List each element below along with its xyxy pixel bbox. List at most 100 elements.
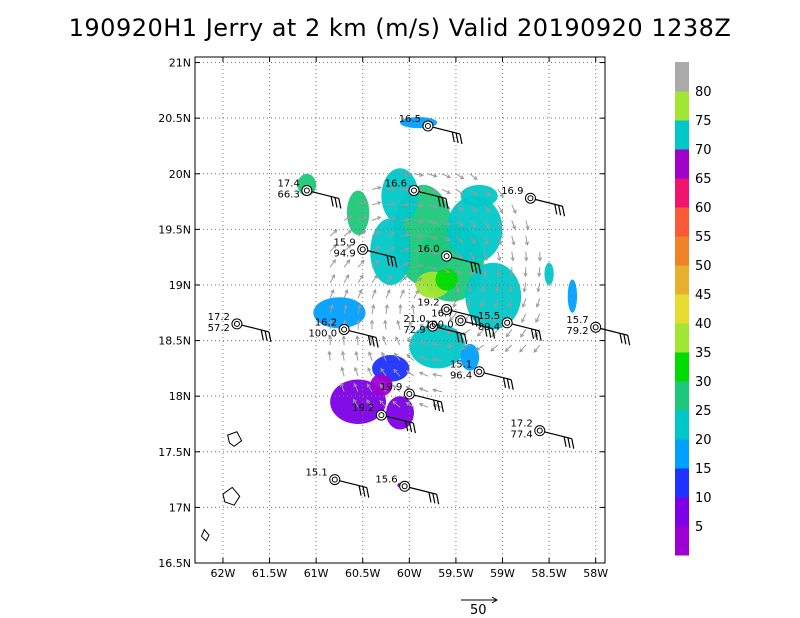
wind-arrow-head [357, 304, 362, 309]
wind-arrow [371, 216, 382, 221]
wind-arrow-shaft [371, 275, 378, 284]
wind-arrow [399, 262, 409, 268]
x-tick-label: 59.5W [438, 567, 473, 580]
wind-arrow [339, 382, 345, 392]
wind-arrow-head [523, 272, 528, 278]
wind-arrow-shaft [385, 304, 388, 314]
wind-arrow-shaft [407, 338, 415, 346]
wind-arrow [497, 235, 502, 246]
wind-arrow-head [405, 171, 411, 177]
station-marker-outer [590, 321, 602, 333]
colorbar-label: 25 [695, 404, 712, 419]
wind-arrow-shaft [343, 259, 351, 268]
wind-arrow-shaft [427, 219, 437, 224]
wind-arrow-head [512, 209, 517, 214]
wind-arrow-shaft [419, 403, 429, 408]
wind-arrow-head [362, 200, 368, 205]
wind-arrow-shaft [469, 188, 477, 196]
wind-arrow-head [405, 232, 410, 237]
wind-arrow-head [470, 256, 475, 261]
wind-arrow-shaft [385, 275, 393, 284]
wind-arrow [407, 337, 415, 346]
wind-arrow-head [405, 247, 410, 252]
wind-arrow-head [395, 336, 399, 341]
wind-arrow [535, 298, 541, 308]
wind-barb-flag [561, 206, 566, 217]
wind-arrow-head [373, 274, 378, 279]
wind-arrow-shaft [357, 200, 367, 206]
station-marker-outer [231, 318, 243, 330]
wind-arrow-shaft [385, 187, 396, 190]
wind-arrow [508, 282, 513, 293]
wind-arrow-shaft [497, 267, 499, 277]
wind-arrow [418, 402, 429, 408]
wind-arrow-head [524, 257, 529, 262]
wind-arrow [385, 289, 391, 299]
wind-arrow [369, 319, 375, 330]
wind-arrow [475, 344, 485, 351]
wind-arrow [343, 244, 352, 252]
wind-arrow [497, 189, 504, 198]
wind-arrow-shaft [379, 400, 387, 408]
wind-arrow [399, 275, 408, 284]
wind-arrow [427, 235, 438, 240]
wind-arrow [536, 282, 541, 293]
wind-arrow [357, 274, 364, 284]
wind-arrow-shaft [455, 266, 461, 276]
wind-arrow-head [353, 366, 358, 372]
wind-arrow-shaft [384, 320, 387, 330]
wind-arrow-head [485, 208, 490, 213]
colorbar-label: 45 [695, 288, 712, 303]
wind-barb-flag [623, 334, 627, 345]
wind-arrow-head [460, 345, 466, 350]
wind-arrow-shaft [413, 290, 419, 299]
wind-arrow-shaft [413, 204, 423, 207]
wind-arrow-head [525, 225, 530, 231]
wind-barb-flag [459, 133, 463, 145]
wind-region-9 [460, 184, 498, 208]
wind-arrow-head [405, 202, 411, 207]
colorbar-swatch [675, 265, 689, 295]
x-tick-label: 59W [490, 567, 515, 580]
station-marker-inner [406, 390, 413, 397]
wind-arrow-shaft [519, 344, 527, 353]
wind-arrow-shaft [441, 173, 451, 179]
colorbar-label: 15 [695, 462, 712, 477]
station-marker-outer [441, 303, 453, 315]
wind-arrow-head [486, 192, 491, 197]
wind-arrow-head [402, 275, 408, 280]
station-marker-outer [473, 366, 485, 378]
wind-arrow-head [362, 215, 367, 220]
wind-arrow-shaft [329, 320, 332, 330]
wind-arrow-shaft [522, 298, 527, 308]
wind-barb-flag [394, 257, 398, 268]
colorbar-swatch [675, 352, 689, 382]
station-marker-outer [408, 184, 420, 196]
y-tick-label: 20N [169, 168, 191, 181]
station-label: 66.3 [278, 189, 300, 200]
wind-arrow [511, 204, 517, 214]
wind-arrow-shaft [447, 344, 457, 348]
wind-arrow [492, 313, 499, 323]
colorbar-label: 60 [695, 201, 712, 216]
wind-arrow-shaft [523, 282, 527, 292]
colorbar-label: 40 [695, 317, 712, 332]
wind-arrow-head [432, 372, 437, 378]
wind-arrow [419, 324, 429, 330]
wind-arrow [521, 313, 527, 323]
wind-arrow-head [419, 218, 424, 224]
wind-arrow-shaft [399, 219, 410, 221]
wind-arrow-shaft [343, 244, 351, 252]
wind-arrow-head [512, 225, 516, 230]
wind-arrow-head [384, 303, 389, 309]
wind-arrow-head [459, 222, 464, 227]
wind-barb-flag [530, 328, 535, 339]
wind-arrow-shaft [357, 230, 366, 237]
wind-arrow-head [348, 215, 353, 219]
wind-arrow-head [507, 303, 512, 308]
wind-arrow [353, 382, 359, 392]
wind-arrow-shaft [392, 401, 401, 408]
wind-arrow [383, 319, 388, 330]
wind-arrow-head [446, 174, 452, 179]
wind-arrow-shaft [353, 399, 359, 408]
